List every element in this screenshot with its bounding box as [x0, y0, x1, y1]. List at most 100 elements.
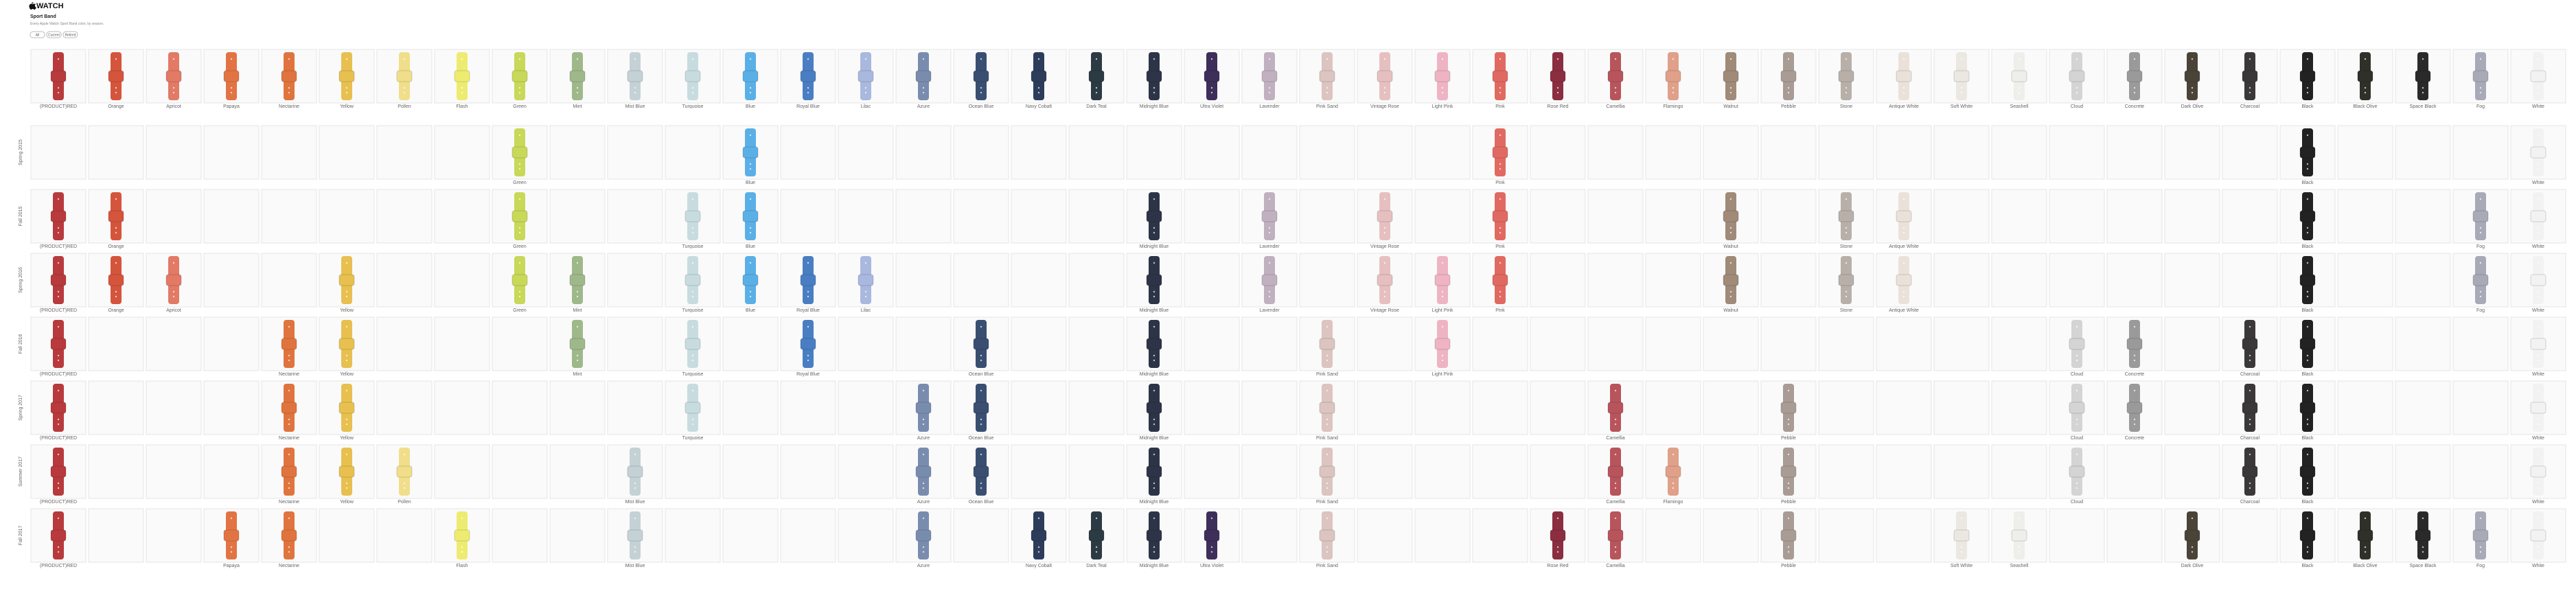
band-name: Yellow — [340, 308, 354, 313]
watch-lug — [742, 274, 759, 286]
band-name: Midnight Blue — [1140, 500, 1169, 505]
filter-button[interactable] — [62, 31, 78, 38]
watch-lug — [50, 402, 67, 414]
band-pin — [345, 423, 348, 426]
band-pin — [1095, 517, 1098, 520]
band-name: Dark Olive — [2181, 564, 2204, 568]
band-cell — [1357, 380, 1413, 435]
band-pin — [2479, 227, 2482, 229]
band-pin — [1960, 86, 1963, 89]
watch-lug — [1377, 274, 1393, 286]
band-cell — [2106, 444, 2163, 499]
band-pin — [749, 198, 752, 200]
season-label: Summer 2017 — [19, 457, 23, 487]
band-pin — [1037, 517, 1040, 520]
band-pin — [2306, 359, 2309, 362]
watch-lug — [685, 402, 701, 414]
filter-button-label[interactable]: Current — [48, 34, 60, 38]
watch-lug — [1838, 274, 1854, 286]
watch-lug — [1261, 274, 1278, 286]
band-cell — [88, 444, 144, 499]
band-pin — [1153, 86, 1155, 89]
band-pin — [1210, 91, 1213, 94]
watch-lug — [569, 338, 586, 350]
band-pin — [1268, 231, 1271, 234]
band-cell — [2395, 316, 2451, 371]
band-pin — [691, 227, 694, 229]
band-pin — [2306, 418, 2309, 421]
filter-button-label[interactable]: All — [36, 34, 40, 38]
band-name: White — [2532, 244, 2544, 249]
band-name: Yellow — [340, 104, 354, 109]
watch-lug — [1146, 465, 1162, 478]
band-name: Mint — [573, 372, 582, 377]
watch-lug — [1780, 529, 1797, 542]
band-pin — [2306, 517, 2309, 520]
band-pin — [1037, 551, 1040, 553]
band-pin — [2306, 262, 2309, 264]
watch-lug — [1146, 338, 1162, 350]
band-pin — [518, 295, 521, 298]
watch-lug — [1434, 338, 1451, 350]
band-pin — [57, 423, 60, 426]
filter-button-label[interactable]: Retired — [65, 34, 76, 38]
band-pin — [922, 58, 925, 60]
band-pin — [2537, 262, 2540, 264]
band-name: Royal Blue — [796, 104, 820, 109]
band-pin — [634, 546, 636, 548]
band-cell — [2452, 316, 2509, 371]
band-pin — [691, 354, 694, 357]
band-cell — [665, 125, 721, 180]
band-pin — [1153, 551, 1155, 553]
band-pin — [57, 389, 60, 392]
watch-lug — [223, 529, 240, 542]
band-cell — [2222, 189, 2278, 244]
band-name: Lavender — [1259, 104, 1280, 109]
band-cell — [319, 508, 375, 563]
band-cell — [1357, 316, 1413, 371]
filter-button[interactable] — [30, 31, 45, 38]
band-cell — [1991, 125, 2047, 180]
band-pin — [57, 354, 60, 357]
band-pin — [2537, 453, 2540, 456]
band-pin — [172, 295, 175, 298]
band-cell — [1645, 253, 1701, 308]
band-pin — [57, 325, 60, 328]
band-pin — [518, 58, 521, 60]
band-cell — [1991, 380, 2047, 435]
band-cell — [953, 508, 1009, 563]
band-cell — [722, 508, 779, 563]
band-pin — [115, 58, 117, 60]
band-pin — [980, 423, 982, 426]
band-pin — [1499, 295, 1502, 298]
watch-lug — [685, 70, 701, 82]
band-name: Pink Sand — [1316, 564, 1338, 568]
band-name: Light Pink — [1432, 104, 1453, 109]
band-pin — [691, 423, 694, 426]
filter-button[interactable] — [46, 31, 62, 38]
band-cell — [1645, 189, 1701, 244]
watch-lug — [1550, 529, 1566, 542]
band-pin — [1614, 91, 1617, 94]
band-name: White — [2532, 372, 2544, 377]
band-pin — [518, 163, 521, 165]
band-pin — [1268, 227, 1271, 229]
band-pin — [403, 91, 406, 94]
band-pin — [2306, 227, 2309, 229]
watch-lug — [1319, 529, 1335, 542]
band-cell — [1357, 125, 1413, 180]
band-cell — [1068, 444, 1125, 499]
band-name: Vintage Rose — [1370, 244, 1399, 249]
band-pin — [1787, 453, 1790, 456]
band-pin — [1210, 551, 1213, 553]
band-pin — [1153, 453, 1155, 456]
band-cell — [2164, 380, 2220, 435]
band-cell — [1011, 189, 1067, 244]
band-pin — [2537, 482, 2540, 485]
watch-lug — [1146, 529, 1162, 542]
watch-lug — [2472, 70, 2489, 82]
band-pin — [1499, 86, 1502, 89]
band-pin — [345, 86, 348, 89]
band-pin — [634, 482, 636, 485]
band-cell — [1011, 253, 1067, 308]
